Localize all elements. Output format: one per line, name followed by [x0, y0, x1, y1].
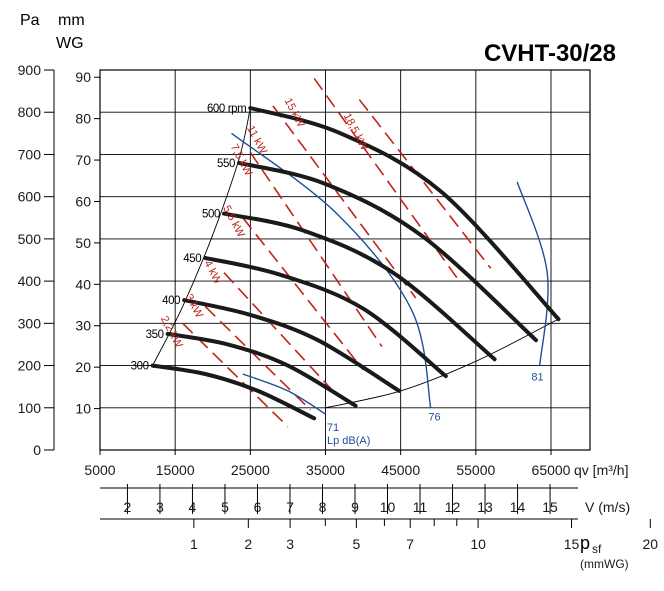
y-tick-label-mmwg: 70	[75, 152, 91, 168]
y-unit-mm: mm	[58, 12, 85, 29]
speed-curve-label: 400	[162, 295, 180, 307]
x-tick-label: 55000	[456, 462, 495, 478]
noise-curve	[516, 181, 549, 366]
y-tick-label-pa: 400	[18, 273, 42, 289]
y-tick-label-pa: 800	[18, 104, 42, 120]
noise-curve-label: 81	[531, 371, 543, 383]
velocity-tick-label: 13	[477, 499, 493, 515]
y-tick-label-mmwg: 20	[75, 359, 91, 375]
speed-curve-label: 500	[202, 209, 220, 221]
y-tick-label-pa: 100	[18, 400, 42, 416]
velocity-axis-label: V (m/s)	[585, 499, 630, 515]
axes-layer: 0 100 200 300 400 500 600 700 800 900 10 20 30 40 50 60…	[18, 62, 659, 571]
y-tick-label-pa: 500	[18, 231, 42, 247]
y-tick-label-mmwg: 90	[75, 69, 91, 85]
speed-curve	[182, 298, 402, 393]
psf-tick-label: 2	[244, 536, 252, 552]
psf-axis-unit: (mmWG)	[580, 557, 629, 571]
x-tick-label: 5000	[84, 462, 115, 478]
psf-tick-label: 20	[643, 536, 659, 552]
psf-tick-label: 5	[352, 536, 360, 552]
psf-axis-label: p	[580, 533, 590, 553]
y-tick-label-mmwg: 40	[75, 276, 91, 292]
y-unit-pa: Pa	[20, 12, 40, 29]
velocity-tick-label: 5	[221, 499, 229, 515]
velocity-tick-label: 2	[124, 499, 132, 515]
psf-axis-label-sub: sf	[592, 542, 602, 556]
power-line-label: 11 kW	[244, 124, 269, 157]
grid-layer	[100, 70, 590, 450]
y-tick-label-mmwg: 60	[75, 193, 91, 209]
power-line	[272, 105, 417, 299]
psf-tick-label: 1	[190, 536, 198, 552]
speed-curve	[203, 255, 448, 379]
psf-tick-label: 3	[286, 536, 294, 552]
x-tick-label: 15000	[156, 462, 195, 478]
speed-curve-label: 350	[146, 329, 164, 341]
system-boundary-layer	[152, 107, 559, 409]
boundary-left	[152, 107, 251, 366]
y-tick-label-pa: 700	[18, 146, 42, 162]
power-line-label: 3 kW	[183, 292, 206, 320]
speed-curve-label: 600 rpm	[207, 103, 246, 115]
y-tick-label-pa: 0	[33, 442, 41, 458]
speed-curve	[222, 211, 497, 362]
plot-frame	[99, 69, 591, 451]
speed-curve	[165, 331, 358, 408]
x-axis-label: qv [m³/h]	[574, 462, 628, 478]
power-line	[358, 99, 492, 269]
y-tick-label-pa: 300	[18, 315, 42, 331]
power-line	[242, 217, 364, 371]
velocity-tick-label: 7	[286, 499, 294, 515]
velocity-tick-label: 15	[542, 499, 558, 515]
y-tick-label-mmwg: 50	[75, 235, 91, 251]
psf-tick-label: 7	[406, 536, 414, 552]
power-line	[204, 305, 312, 411]
y-tick-label-pa: 900	[18, 62, 42, 78]
x-tick-label: 45000	[381, 462, 420, 478]
power-line-label: 5,5 kW	[220, 204, 247, 240]
velocity-tick-label: 8	[319, 499, 327, 515]
power-line-label: 18,5 kW	[341, 111, 371, 153]
velocity-tick-label: 6	[254, 499, 262, 515]
x-tick-label: 65000	[532, 462, 571, 478]
power-line	[249, 151, 383, 348]
velocity-tick-label: 9	[351, 499, 359, 515]
speed-curve-label: 300	[131, 361, 149, 373]
power-line-label: 15 kW	[282, 96, 308, 130]
x-tick-label: 35000	[306, 462, 345, 478]
speed-curves-layer	[150, 106, 561, 421]
speed-curve	[237, 160, 538, 343]
y-unit-wg: WG	[56, 35, 84, 52]
x-tick-label: 25000	[231, 462, 270, 478]
chart-title: CVHT-30/28	[484, 40, 616, 67]
noise-curve	[231, 132, 432, 408]
noise-curve-label: 71	[327, 422, 339, 434]
velocity-tick-label: 11	[413, 499, 428, 515]
speed-curve	[150, 363, 317, 421]
velocity-tick-label: 4	[189, 499, 197, 515]
noise-legend: Lp dB(A)	[327, 435, 370, 447]
y-tick-label-mmwg: 30	[75, 318, 91, 334]
noise-curves-layer	[231, 132, 549, 415]
psf-tick-label: 10	[470, 536, 486, 552]
psf-tick-label: 15	[564, 536, 580, 552]
velocity-tick-label: 14	[510, 499, 526, 515]
y-tick-label-pa: 600	[18, 189, 42, 205]
velocity-tick-label: 12	[445, 499, 461, 515]
power-line	[313, 77, 462, 284]
y-tick-label-pa: 200	[18, 358, 42, 374]
velocity-tick-label: 3	[156, 499, 164, 515]
velocity-tick-label: 10	[380, 499, 396, 515]
power-line	[223, 272, 338, 396]
y-tick-label-mmwg: 10	[75, 401, 91, 417]
noise-curve	[242, 373, 326, 415]
boundary-bottom	[325, 318, 559, 409]
speed-curve-label: 450	[183, 253, 201, 265]
speed-curve	[248, 106, 561, 322]
speed-curve-label: 550	[217, 158, 235, 170]
y-tick-label-mmwg: 80	[75, 111, 91, 127]
noise-curve-label: 76	[428, 411, 440, 423]
